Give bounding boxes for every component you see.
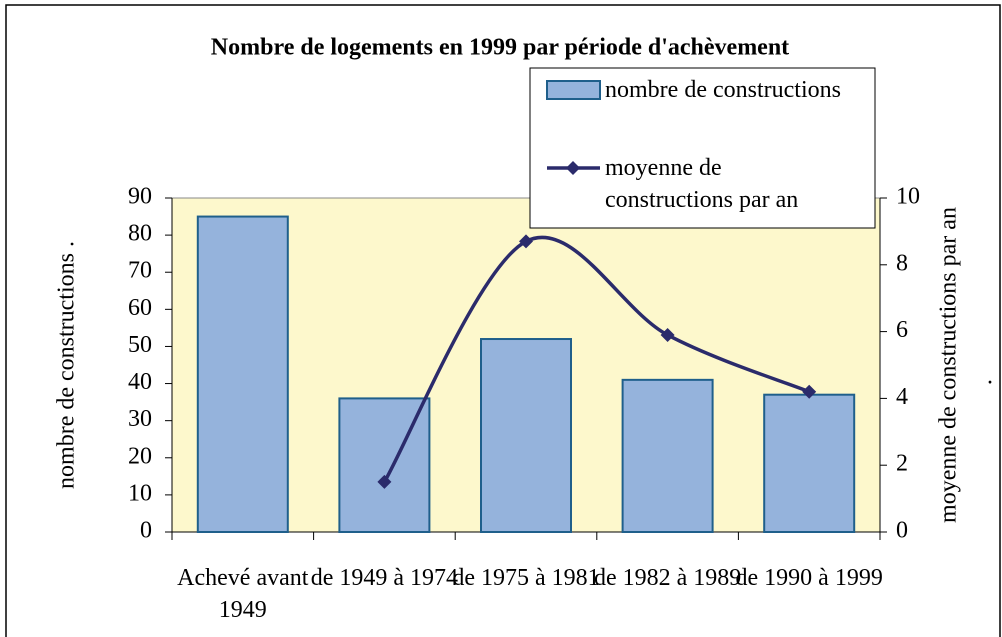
marker: [802, 384, 817, 399]
y2-tick-label: 2: [896, 451, 908, 477]
y2-tick-label: 4: [896, 384, 908, 410]
y2-axis-label: moyenne de constructions par an: [936, 207, 962, 523]
y2-tick-label: 0: [896, 518, 908, 544]
marker: [377, 474, 392, 489]
bar: [480, 338, 572, 533]
chart-title: Nombre de logements en 1999 par période …: [211, 35, 789, 61]
y-tick-label: 10: [128, 480, 152, 506]
y2-tick-label: 10: [896, 184, 920, 210]
legend-marker: [566, 161, 580, 175]
annotation: .: [987, 364, 993, 390]
x-tick-label: de 1990 à 1999: [735, 565, 883, 591]
x-tick-label: de 1949 à 1974: [310, 565, 459, 591]
y-tick-label: 20: [128, 443, 152, 469]
y2-tick-label: 6: [896, 317, 908, 343]
y-tick-label: 60: [128, 295, 152, 321]
y-axis-label: nombre de constructions .: [54, 241, 80, 489]
y2-tick-label: 8: [896, 250, 908, 276]
marker: [519, 234, 533, 249]
y-tick-label: 30: [128, 406, 152, 432]
legend-label: nombre de constructions: [605, 77, 841, 103]
y-tick-label: 90: [128, 184, 152, 210]
y-tick-label: 50: [128, 332, 152, 358]
legend-swatch: [546, 80, 601, 100]
y-tick-label: 70: [128, 258, 152, 284]
legend-label: moyenne de constructions par an: [605, 155, 799, 213]
x-tick-label: de 1982 à 1989: [593, 565, 742, 591]
x-tick-label: de 1975 à 1981: [452, 565, 600, 591]
y-tick-label: 0: [140, 518, 152, 544]
bar: [621, 378, 714, 533]
marker: [660, 327, 675, 342]
bar: [196, 215, 289, 534]
line: [382, 235, 810, 483]
bar: [763, 393, 856, 534]
y-tick-label: 40: [128, 369, 152, 395]
x-tick-label: Achevé avant 1949: [177, 565, 309, 623]
y-tick-label: 80: [128, 221, 152, 247]
